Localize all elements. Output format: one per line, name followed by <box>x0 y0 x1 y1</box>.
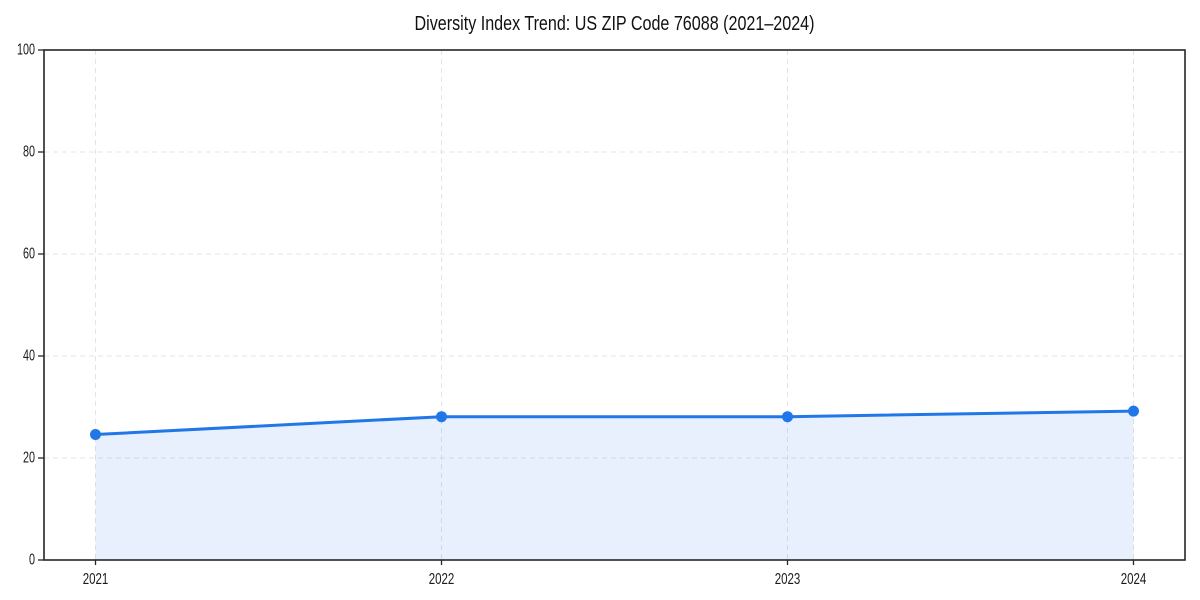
chart-title: Diversity Index Trend: US ZIP Code 76088… <box>415 13 815 35</box>
y-tick-label: 100 <box>17 42 35 59</box>
y-tick-label: 0 <box>29 552 35 569</box>
y-tick-label: 60 <box>23 246 35 263</box>
y-tick-label: 80 <box>23 144 35 161</box>
plot-frame <box>43 49 1186 561</box>
x-tick-label: 2022 <box>429 571 455 588</box>
data-point <box>90 429 101 441</box>
x-tick-label: 2024 <box>1121 571 1147 588</box>
data-point <box>1128 405 1139 417</box>
data-point <box>436 411 447 423</box>
y-tick-label: 20 <box>23 450 35 467</box>
trend-line <box>94 409 1135 437</box>
x-tick-label: 2023 <box>775 571 801 588</box>
area-fill <box>95 411 1134 560</box>
x-tick-label: 2021 <box>83 571 109 588</box>
y-tick-label: 40 <box>23 348 35 365</box>
data-point <box>782 411 793 423</box>
